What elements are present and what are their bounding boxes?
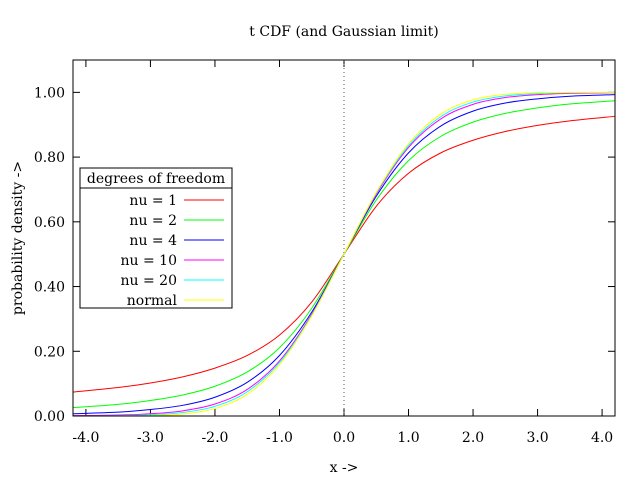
y-tick-label: 0.80: [34, 150, 65, 166]
x-tick-label: 3.0: [526, 430, 548, 446]
y-tick-label: 0.20: [34, 344, 65, 360]
legend-label: nu = 4: [129, 233, 177, 249]
x-tick-label: 4.0: [591, 430, 613, 446]
chart-title: t CDF (and Gaussian limit): [249, 24, 438, 40]
legend-label: normal: [127, 293, 178, 309]
plot-area-frame: [72, 59, 616, 417]
x-tick-label: -3.0: [137, 430, 164, 446]
x-tick-label: -1.0: [266, 430, 293, 446]
legend-entries-box: [79, 187, 233, 309]
y-tick-label: 0.00: [34, 409, 65, 425]
series-lines: [72, 91, 616, 417]
legend-label: nu = 20: [121, 273, 177, 289]
axis-ticks: -4.0 -3.0 -2.0 -1.0 0.0 1.0 2.0 3.0 4.0 0.00 0.20 0…: [34, 60, 615, 446]
x-tick-label: 0.0: [333, 430, 355, 446]
x-tick-label: 2.0: [462, 430, 484, 446]
legend-title: degrees of freedom: [87, 171, 225, 187]
legend-label: nu = 2: [129, 213, 177, 229]
legend-entries: nu = 1 nu = 2 nu = 4 nu = 10 nu = 20 normal: [121, 193, 224, 309]
x-axis-label: x ->: [330, 460, 359, 476]
x-tick-label: -4.0: [72, 430, 99, 446]
y-axis-label: probability density ->: [10, 161, 26, 315]
y-tick-label: 1.00: [34, 85, 65, 101]
x-tick-label: 1.0: [397, 430, 419, 446]
legend-label: nu = 1: [129, 193, 177, 209]
y-tick-label: 0.40: [34, 280, 65, 296]
legend-label: nu = 10: [121, 253, 177, 269]
series-line-normal: [72, 91, 616, 417]
x-tick-label: -2.0: [201, 430, 228, 446]
y-tick-label: 0.60: [34, 215, 65, 231]
legend: degrees of freedom nu = 1nu = 2nu = 4nu …: [79, 167, 233, 309]
